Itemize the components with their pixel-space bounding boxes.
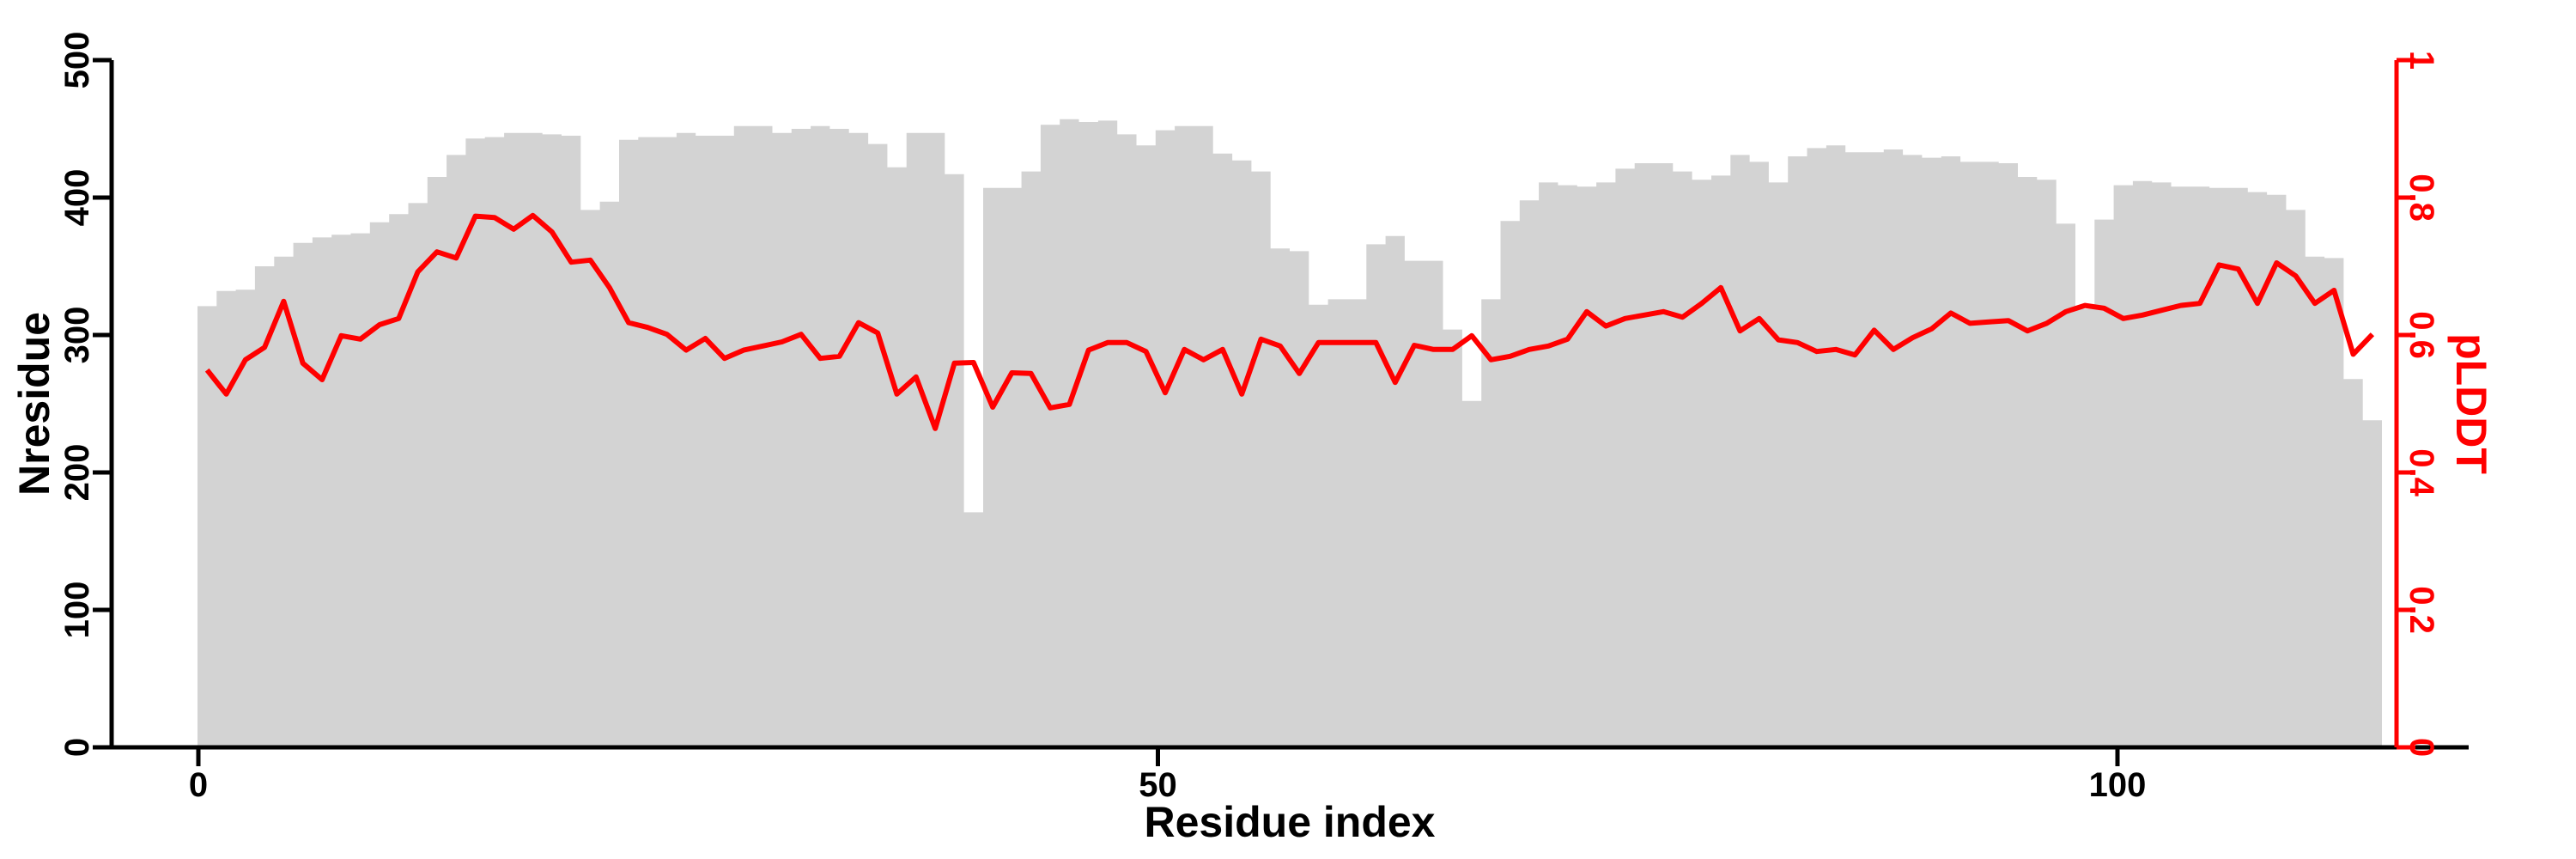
x-axis-title: Residue index [1145,798,1436,846]
left-axis-title: Nresidue [10,312,58,496]
right-axis-title: pLDDT [2447,333,2495,474]
left-tick-label: 200 [58,444,96,502]
left-tick-label: 100 [58,582,96,639]
left-tick-label: 300 [58,307,96,364]
right-tick-label: 0.4 [2403,448,2440,497]
x-tick-label: 0 [189,766,208,804]
right-tick-label: 0.6 [2403,311,2440,359]
left-axis-line-and-ticks [93,58,114,750]
right-axis-line-and-ticks [2394,58,2415,750]
left-tick-label: 500 [58,32,96,89]
left-tick-label: 400 [58,169,96,227]
right-tick-label: 0 [2403,738,2440,757]
x-tick-label: 50 [1139,766,1177,804]
plddt-line [204,212,2375,431]
right-tick-label: 0.8 [2403,174,2440,222]
left-axis-tick-labels: 0 100 200 300 400 500 [58,32,96,758]
right-tick-label: 0.2 [2403,586,2440,634]
x-axis-tick-labels: 0 50 100 [189,766,2147,804]
left-axis [93,58,114,750]
right-tick-label: 1 [2403,51,2440,70]
right-axis [2394,58,2415,750]
right-axis-tick-labels: 0 0.2 0.4 0.6 0.8 1 [2403,51,2440,757]
nresidue-bars [197,119,2382,748]
left-tick-label: 0 [58,738,96,757]
x-axis-line-and-ticks [97,745,2469,766]
bottom-axis [97,745,2469,766]
x-tick-label: 100 [2089,766,2147,804]
